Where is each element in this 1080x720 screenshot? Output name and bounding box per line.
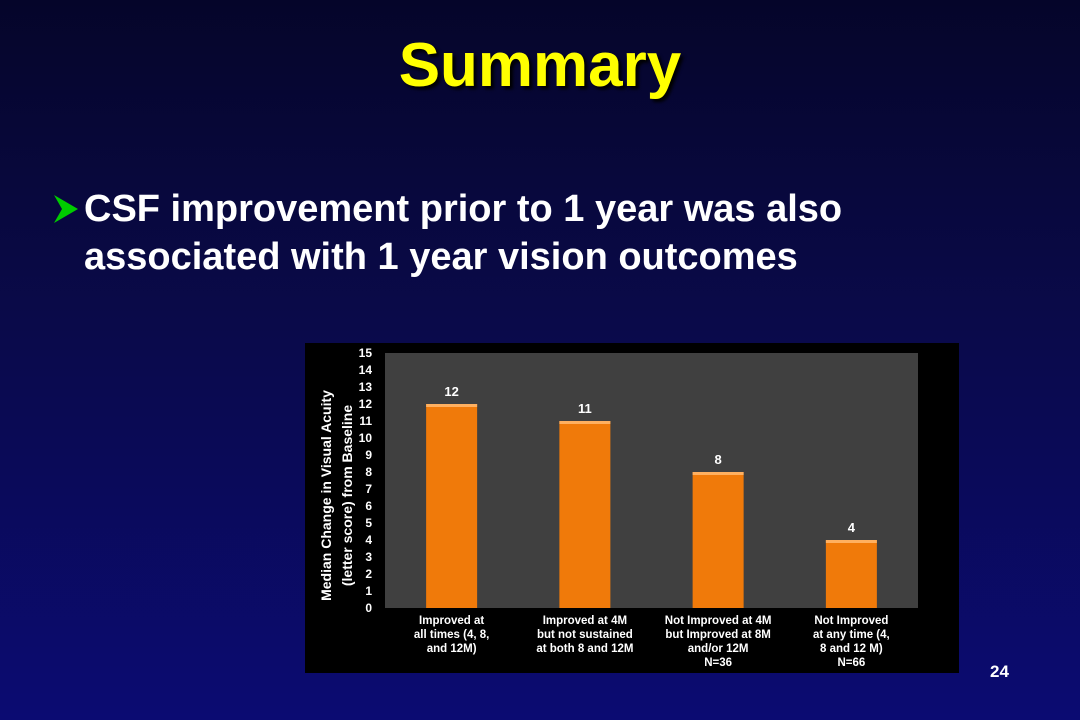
bar-data-label: 11 [578, 401, 592, 416]
y-tick-label: 3 [365, 550, 372, 564]
y-tick-label: 14 [359, 363, 373, 377]
x-category-label: and/or 12M [688, 643, 749, 655]
bullet-item: CSF improvement prior to 1 year was also… [50, 185, 1010, 281]
bar [559, 421, 611, 608]
bar-highlight [692, 472, 744, 475]
bar-chart: 0 1 2 3 4 5 6 7 8 9 10 11 12 13 14 15 Median Change in V… [305, 343, 959, 673]
bar [426, 404, 478, 608]
y-tick-label: 15 [359, 346, 373, 360]
x-category-label: Improved at 4M [543, 615, 627, 627]
bar [692, 472, 744, 608]
y-tick-label: 9 [365, 448, 372, 462]
slide-title: Summary [398, 31, 682, 100]
y-tick-label: 6 [365, 499, 372, 513]
y-tick-label: 1 [365, 584, 372, 598]
bar-highlight [825, 540, 877, 543]
y-tick-label: 4 [365, 533, 372, 547]
y-tick-label: 13 [359, 380, 373, 394]
x-category-label: at any time (4, [813, 629, 890, 641]
y-tick-label: 10 [359, 431, 373, 445]
x-category-label: Not Improved [814, 615, 888, 627]
x-category-label: Improved at [419, 615, 484, 627]
x-category-label: but Improved at 8M [665, 629, 770, 641]
y-tick-label: 0 [365, 601, 372, 615]
x-category-label: all times (4, 8, [414, 629, 489, 641]
x-category-label: and 12M) [427, 643, 477, 655]
bar-data-label: 8 [715, 452, 722, 467]
arrow-bullet-icon [54, 195, 78, 223]
x-category-label: N=66 [837, 657, 865, 669]
y-tick-label: 7 [365, 482, 372, 496]
y-axis-label: Median Change in Visual Acuity [318, 390, 334, 601]
y-tick-label: 12 [359, 397, 373, 411]
x-category-label: 8 and 12 M) [820, 643, 883, 655]
bar [825, 540, 877, 608]
y-tick-label: 5 [365, 516, 372, 530]
bar-highlight [559, 421, 611, 424]
bullet-text: CSF improvement prior to 1 year was also… [84, 188, 843, 278]
x-category-label: N=36 [704, 657, 732, 669]
x-category-label: Not Improved at 4M [665, 615, 772, 627]
y-tick-label: 8 [365, 465, 372, 479]
y-tick-label: 11 [359, 414, 372, 428]
page-number: 24 [990, 662, 1009, 681]
bar-highlight [426, 404, 478, 407]
y-tick-label: 2 [365, 567, 372, 581]
x-category-label: at both 8 and 12M [536, 643, 633, 655]
y-axis-label: (letter score) from Baseline [339, 405, 355, 586]
x-category-label: but not sustained [537, 629, 633, 641]
bar-data-label: 4 [848, 520, 856, 535]
bar-data-label: 12 [444, 384, 458, 399]
